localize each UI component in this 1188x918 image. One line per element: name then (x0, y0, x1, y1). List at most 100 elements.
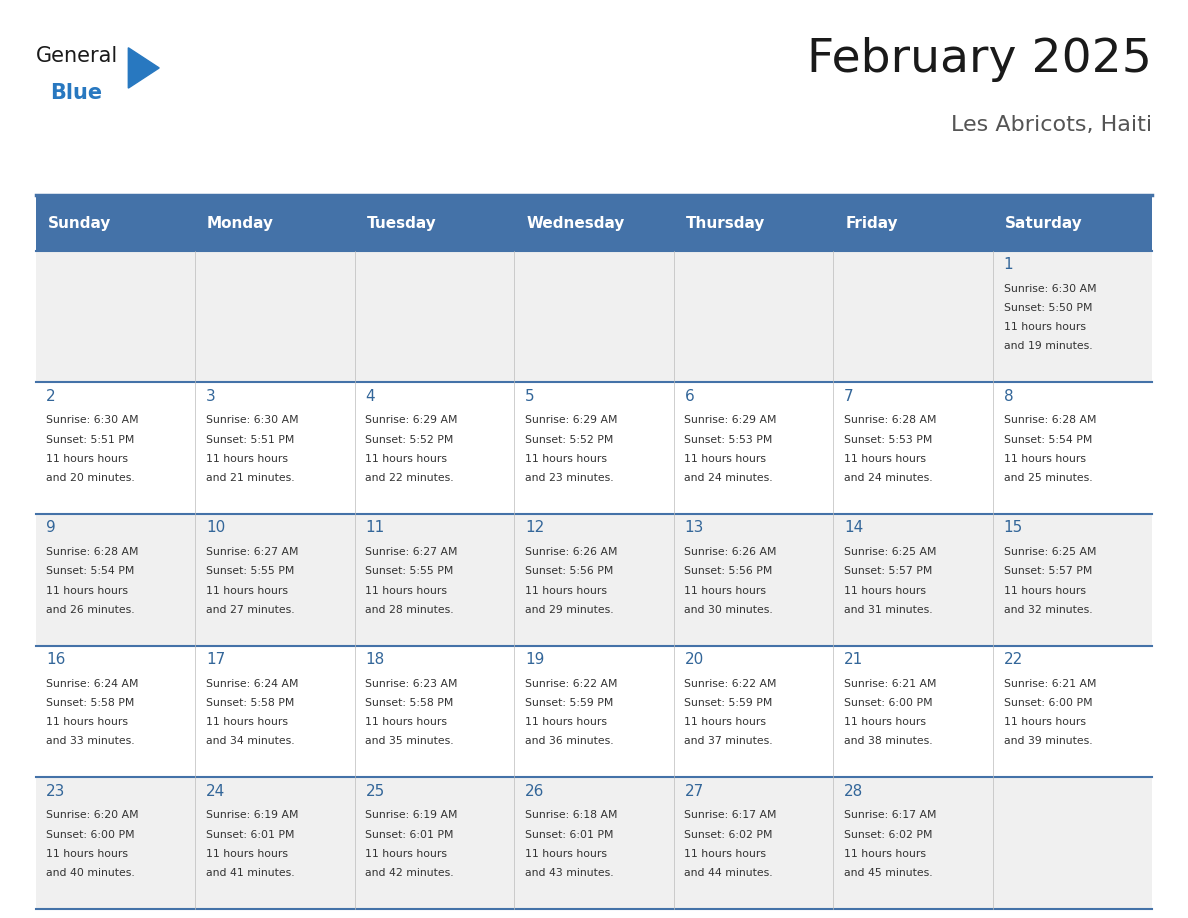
Text: and 25 minutes.: and 25 minutes. (1004, 473, 1092, 483)
Text: 1: 1 (1004, 257, 1013, 272)
Text: Sunrise: 6:17 AM: Sunrise: 6:17 AM (843, 811, 936, 820)
FancyBboxPatch shape (674, 382, 833, 514)
Text: Sunrise: 6:29 AM: Sunrise: 6:29 AM (525, 415, 618, 425)
Text: and 41 minutes.: and 41 minutes. (206, 868, 295, 878)
Text: Sunset: 5:52 PM: Sunset: 5:52 PM (525, 434, 613, 444)
Text: Sunset: 5:58 PM: Sunset: 5:58 PM (206, 698, 295, 708)
Text: Sunrise: 6:26 AM: Sunrise: 6:26 AM (525, 547, 618, 557)
Text: 11 hours hours: 11 hours hours (366, 453, 448, 464)
Polygon shape (128, 48, 159, 88)
Text: Sunrise: 6:29 AM: Sunrise: 6:29 AM (366, 415, 457, 425)
Text: Sunrise: 6:18 AM: Sunrise: 6:18 AM (525, 811, 618, 820)
Text: and 38 minutes.: and 38 minutes. (843, 736, 933, 746)
Text: 6: 6 (684, 388, 694, 404)
FancyBboxPatch shape (514, 197, 674, 251)
FancyBboxPatch shape (993, 197, 1152, 251)
Text: 16: 16 (46, 652, 65, 667)
FancyBboxPatch shape (833, 645, 993, 778)
Text: Sunrise: 6:28 AM: Sunrise: 6:28 AM (1004, 415, 1097, 425)
FancyBboxPatch shape (833, 382, 993, 514)
Text: 11 hours hours: 11 hours hours (525, 586, 607, 596)
Text: 24: 24 (206, 784, 225, 799)
Text: 26: 26 (525, 784, 544, 799)
Text: and 20 minutes.: and 20 minutes. (46, 473, 135, 483)
Text: Sunset: 5:57 PM: Sunset: 5:57 PM (843, 566, 933, 577)
Text: Sunrise: 6:25 AM: Sunrise: 6:25 AM (843, 547, 936, 557)
Text: 11 hours hours: 11 hours hours (843, 586, 925, 596)
Text: 5: 5 (525, 388, 535, 404)
FancyBboxPatch shape (355, 645, 514, 778)
Text: Wednesday: Wednesday (526, 217, 625, 231)
FancyBboxPatch shape (674, 197, 833, 251)
Text: Sunrise: 6:19 AM: Sunrise: 6:19 AM (206, 811, 298, 820)
Text: 11 hours hours: 11 hours hours (843, 717, 925, 727)
Text: Sunrise: 6:25 AM: Sunrise: 6:25 AM (1004, 547, 1097, 557)
Text: 11 hours hours: 11 hours hours (843, 849, 925, 858)
Text: and 28 minutes.: and 28 minutes. (366, 605, 454, 615)
Text: 21: 21 (843, 652, 864, 667)
FancyBboxPatch shape (993, 251, 1152, 382)
FancyBboxPatch shape (36, 382, 195, 514)
Text: Sunrise: 6:26 AM: Sunrise: 6:26 AM (684, 547, 777, 557)
Text: and 42 minutes.: and 42 minutes. (366, 868, 454, 878)
FancyBboxPatch shape (993, 645, 1152, 778)
Text: Sunset: 5:51 PM: Sunset: 5:51 PM (46, 434, 134, 444)
Text: 8: 8 (1004, 388, 1013, 404)
Text: Sunset: 6:00 PM: Sunset: 6:00 PM (46, 830, 135, 839)
Text: Sunset: 5:56 PM: Sunset: 5:56 PM (684, 566, 773, 577)
Text: 11 hours hours: 11 hours hours (684, 586, 766, 596)
Text: 14: 14 (843, 521, 864, 535)
Text: 11 hours hours: 11 hours hours (684, 717, 766, 727)
FancyBboxPatch shape (355, 197, 514, 251)
FancyBboxPatch shape (195, 382, 355, 514)
Text: Sunrise: 6:30 AM: Sunrise: 6:30 AM (1004, 284, 1097, 294)
Text: Sunset: 6:01 PM: Sunset: 6:01 PM (206, 830, 295, 839)
FancyBboxPatch shape (833, 778, 993, 909)
Text: 2: 2 (46, 388, 56, 404)
FancyBboxPatch shape (36, 251, 195, 382)
Text: 25: 25 (366, 784, 385, 799)
Text: 11 hours hours: 11 hours hours (525, 717, 607, 727)
Text: 10: 10 (206, 521, 225, 535)
Text: 11 hours hours: 11 hours hours (525, 453, 607, 464)
Text: Sunrise: 6:27 AM: Sunrise: 6:27 AM (366, 547, 457, 557)
Text: Sunset: 5:50 PM: Sunset: 5:50 PM (1004, 303, 1092, 313)
Text: Monday: Monday (207, 217, 274, 231)
Text: Sunrise: 6:20 AM: Sunrise: 6:20 AM (46, 811, 139, 820)
Text: Sunset: 6:00 PM: Sunset: 6:00 PM (843, 698, 933, 708)
Text: 15: 15 (1004, 521, 1023, 535)
Text: 11 hours hours: 11 hours hours (206, 849, 287, 858)
Text: and 24 minutes.: and 24 minutes. (843, 473, 933, 483)
FancyBboxPatch shape (36, 645, 195, 778)
Text: Friday: Friday (845, 217, 898, 231)
Text: Les Abricots, Haiti: Les Abricots, Haiti (952, 115, 1152, 135)
Text: Sunrise: 6:24 AM: Sunrise: 6:24 AM (206, 678, 298, 688)
Text: Sunset: 5:54 PM: Sunset: 5:54 PM (46, 566, 134, 577)
FancyBboxPatch shape (195, 197, 355, 251)
FancyBboxPatch shape (993, 382, 1152, 514)
Text: Sunrise: 6:19 AM: Sunrise: 6:19 AM (366, 811, 457, 820)
Text: 19: 19 (525, 652, 544, 667)
Text: Sunset: 5:55 PM: Sunset: 5:55 PM (206, 566, 295, 577)
Text: and 31 minutes.: and 31 minutes. (843, 605, 933, 615)
Text: 11 hours hours: 11 hours hours (366, 586, 448, 596)
Text: Sunrise: 6:24 AM: Sunrise: 6:24 AM (46, 678, 139, 688)
Text: Sunset: 5:54 PM: Sunset: 5:54 PM (1004, 434, 1092, 444)
Text: Saturday: Saturday (1005, 217, 1082, 231)
Text: Tuesday: Tuesday (367, 217, 436, 231)
Text: 11 hours hours: 11 hours hours (206, 453, 287, 464)
Text: 11 hours hours: 11 hours hours (1004, 322, 1086, 332)
Text: 11 hours hours: 11 hours hours (525, 849, 607, 858)
Text: Sunset: 6:01 PM: Sunset: 6:01 PM (366, 830, 454, 839)
FancyBboxPatch shape (674, 251, 833, 382)
Text: Sunset: 5:59 PM: Sunset: 5:59 PM (684, 698, 773, 708)
Text: and 21 minutes.: and 21 minutes. (206, 473, 295, 483)
Text: 11 hours hours: 11 hours hours (46, 586, 128, 596)
FancyBboxPatch shape (355, 251, 514, 382)
Text: Sunset: 5:57 PM: Sunset: 5:57 PM (1004, 566, 1092, 577)
FancyBboxPatch shape (195, 778, 355, 909)
FancyBboxPatch shape (514, 645, 674, 778)
FancyBboxPatch shape (355, 382, 514, 514)
Text: 18: 18 (366, 652, 385, 667)
Text: and 40 minutes.: and 40 minutes. (46, 868, 135, 878)
